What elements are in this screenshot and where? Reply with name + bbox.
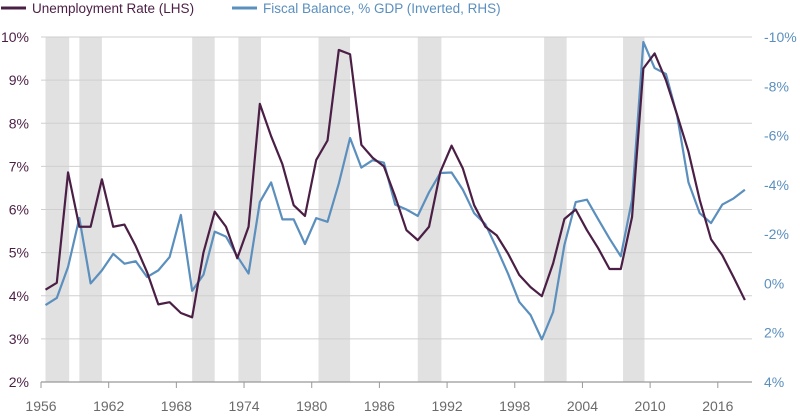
left-axis-tick-label: 5% xyxy=(9,245,29,261)
right-axis-tick-label: -10% xyxy=(764,29,797,45)
x-axis-tick-label: 1974 xyxy=(228,398,259,414)
x-axis-tick-label: 1968 xyxy=(161,398,192,414)
gridlines xyxy=(41,36,752,340)
left-axis-tick-label: 6% xyxy=(9,202,29,218)
x-axis-tick-label: 2016 xyxy=(702,398,733,414)
unemployment-rate-line xyxy=(44,48,746,319)
fiscal-balance-line xyxy=(44,40,746,341)
right-axis-tick-label: 0% xyxy=(764,275,784,291)
x-axis-tick-label: 2004 xyxy=(567,398,598,414)
right-axis-tick-label: -4% xyxy=(764,177,789,193)
right-axis-tick-label: -2% xyxy=(764,226,789,242)
x-axis-tick-label: 1992 xyxy=(432,398,463,414)
x-axis-tick-label: 2010 xyxy=(635,398,666,414)
x-axis-tick-label: 1980 xyxy=(296,398,327,414)
x-axis-tick-label: 1956 xyxy=(25,398,56,414)
left-axis-tick-label: 10% xyxy=(1,29,29,45)
right-axis-tick-label: -6% xyxy=(764,128,789,144)
left-axis-tick-label: 4% xyxy=(9,288,29,304)
legend-label-fiscal: Fiscal Balance, % GDP (Inverted, RHS) xyxy=(263,1,501,16)
legend-label-unemployment: Unemployment Rate (LHS) xyxy=(32,1,194,16)
x-axis-tick-label: 1962 xyxy=(93,398,124,414)
x-axis-tick-label: 1998 xyxy=(499,398,530,414)
right-axis-tick-label: 4% xyxy=(764,374,784,390)
axes: 10% 9% 8% 7% 6% 5% 4% 3% 2% -10% -8% -6% -4% -2% 0% 2% 4… xyxy=(1,29,797,414)
left-axis-tick-label: 7% xyxy=(9,158,29,174)
left-axis-tick-label: 3% xyxy=(9,331,29,347)
left-axis-tick-label: 9% xyxy=(9,72,29,88)
left-axis-tick-label: 2% xyxy=(9,374,29,390)
right-axis-tick-label: 2% xyxy=(764,325,784,341)
legend: Unemployment Rate (LHS) Fiscal Balance, … xyxy=(1,1,501,16)
series-lines xyxy=(44,40,746,341)
left-axis-tick-label: 8% xyxy=(9,115,29,131)
right-axis-tick-label: -8% xyxy=(764,78,789,94)
x-axis-tick-label: 1986 xyxy=(364,398,395,414)
